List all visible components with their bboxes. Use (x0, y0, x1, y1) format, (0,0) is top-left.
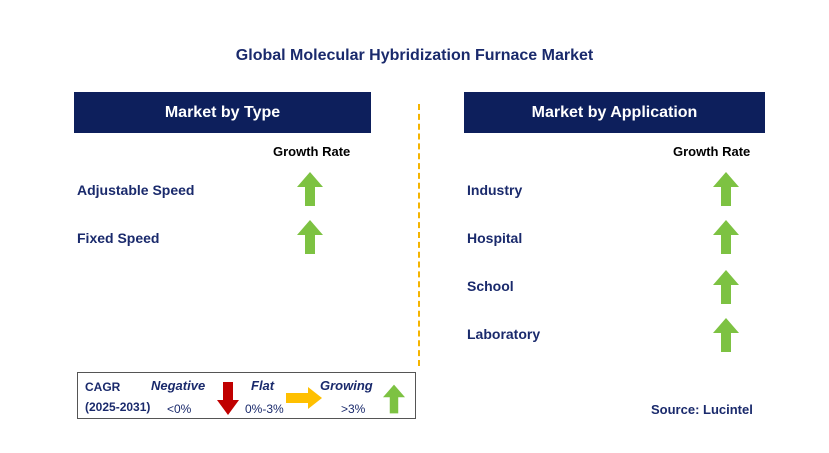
legend-flat-label: Flat (251, 378, 275, 393)
panel-divider (418, 104, 420, 366)
application-item-laboratory: Laboratory (467, 326, 541, 342)
up-arrow-icon (383, 384, 405, 414)
legend-period: (2025-2031) (85, 400, 151, 414)
legend-growing-value: >3% (341, 402, 366, 416)
market-by-application-header: Market by Application (464, 92, 765, 133)
up-arrow-icon (713, 270, 739, 304)
legend-flat-value: 0%-3% (245, 402, 284, 416)
up-arrow-icon (713, 318, 739, 352)
application-item-school: School (467, 278, 514, 294)
type-growth-rate-label: Growth Rate (273, 144, 351, 159)
legend-negative-value: <0% (167, 402, 192, 416)
type-item-fixed-speed: Fixed Speed (77, 230, 160, 246)
legend-growing-label: Growing (320, 378, 373, 393)
up-arrow-icon (713, 220, 739, 254)
market-by-type-header-label: Market by Type (164, 103, 281, 121)
source-label: Source: Lucintel (651, 402, 753, 417)
up-arrow-icon (297, 220, 323, 254)
application-item-hospital: Hospital (467, 230, 523, 246)
market-by-type-header: Market by Type (74, 92, 371, 133)
application-item-industry: Industry (467, 182, 523, 198)
market-by-application-header-label: Market by Application (531, 103, 698, 121)
type-item-adjustable-speed: Adjustable Speed (77, 182, 195, 198)
cagr-legend: CAGR (2025-2031) Negative <0% Flat 0%-3%… (77, 372, 416, 419)
up-arrow-icon (297, 172, 323, 206)
legend-cagr-label: CAGR (85, 380, 121, 394)
chart-title: Global Molecular Hybridization Furnace M… (235, 47, 594, 64)
right-arrow-icon (286, 387, 322, 409)
legend-negative-label: Negative (151, 378, 206, 393)
down-arrow-icon (217, 382, 239, 415)
up-arrow-icon (713, 172, 739, 206)
application-growth-rate-label: Growth Rate (673, 144, 751, 159)
